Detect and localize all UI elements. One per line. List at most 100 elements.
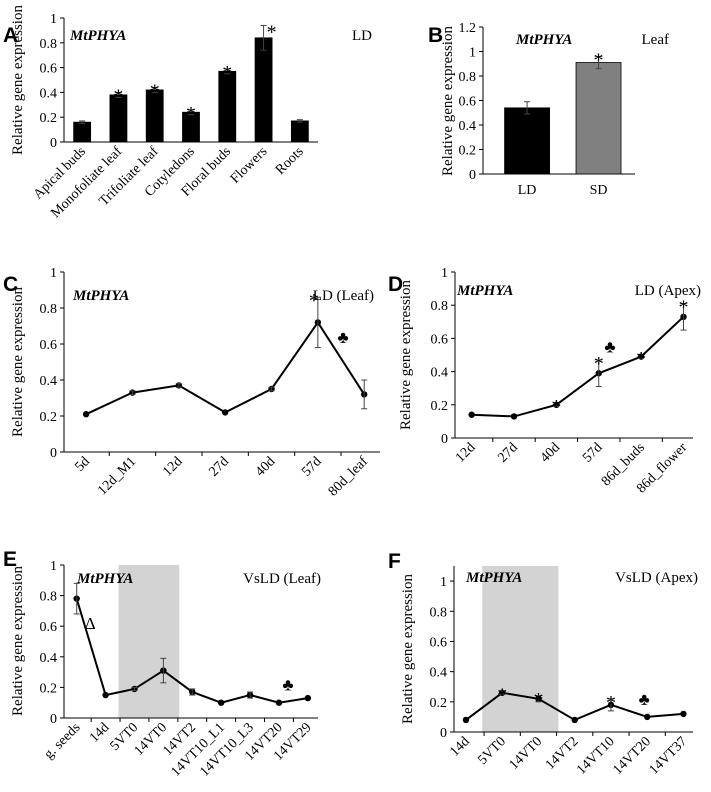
significance-star: * [551, 396, 561, 418]
y-tick-label: 0.4 [459, 119, 477, 134]
error-bar [129, 390, 136, 395]
error-bar [553, 402, 560, 407]
bar [290, 120, 309, 143]
error-bar [115, 91, 122, 98]
x-tick-label: 57d [580, 440, 605, 465]
panel-E: E 0 0.2 0.4 0.6 0.8 1 Relative gene expression M… [3, 548, 321, 780]
y-tick-label: 0.6 [40, 620, 58, 635]
panel-letter: F [388, 550, 401, 573]
data-point [643, 713, 651, 721]
data-point [217, 699, 225, 706]
panel-letter: E [3, 548, 17, 571]
x-tick-label: 27d [495, 440, 520, 465]
y-tick-label: 0.4 [40, 86, 58, 101]
condition-label: VsLD (Apex) [615, 570, 698, 586]
y-tick-label: 0.2 [431, 399, 449, 414]
x-tick-label: 14VT0 [507, 734, 546, 773]
significance-star: * [150, 80, 160, 102]
error-bar [314, 296, 321, 349]
y-tick-label: 0.8 [40, 37, 58, 52]
y-axis-label: Relative gene expression [10, 287, 26, 437]
y-tick-label: 1 [50, 559, 57, 574]
error-bar [247, 691, 254, 699]
significance-star: * [636, 348, 646, 370]
x-tick-label: 14VT10 [574, 734, 618, 778]
y-axis-label: Relative gene expression [10, 566, 26, 716]
y-tick-label: 0 [50, 712, 57, 727]
error-bar [79, 120, 86, 124]
y-tick-label: 0.4 [40, 651, 58, 666]
x-tick-label: 14d [447, 734, 472, 759]
club-marker: ♣ [604, 338, 615, 357]
y-tick-label: 1 [469, 46, 476, 61]
x-tick-label: 14VT37 [647, 734, 691, 778]
shaded-region [118, 565, 180, 718]
error-bar [131, 686, 138, 691]
significance-star: * [222, 62, 232, 84]
panel-D: D 0 0.2 0.4 0.6 0.8 1 Relative gene expression M… [388, 266, 701, 496]
y-tick-label: 0 [469, 168, 476, 183]
bar [504, 107, 550, 175]
y-axis-label: Relative gene expression [400, 574, 416, 724]
data-point [571, 716, 578, 724]
x-tick-label: SD [590, 183, 608, 198]
error-bar [175, 383, 182, 388]
data-point [462, 716, 470, 724]
panel-F: F 0 0.2 0.4 0.6 0.8 1 Relative gene expression M… [388, 550, 698, 778]
x-tick-label: 40d [538, 440, 563, 465]
condition-label: LD (Apex) [635, 283, 701, 299]
data-point [304, 694, 312, 702]
significance-star: * [113, 85, 123, 107]
y-tick-label: 0.6 [430, 635, 448, 650]
data-point [275, 699, 283, 706]
series-line [75, 598, 308, 704]
x-tick-label: 12d [453, 440, 478, 465]
panel-A: A 0 0.2 0.4 0.6 0.8 1 Relative gene expression M… [3, 5, 372, 222]
series-line [85, 320, 366, 416]
y-tick-label: 1.2 [459, 21, 477, 36]
gene-name: MtPHYA [515, 32, 572, 48]
y-tick-label: 0.6 [431, 332, 449, 347]
significance-star: * [309, 290, 319, 312]
x-tick-label: 27d [207, 454, 232, 479]
condition-label: LD [352, 28, 372, 44]
condition-label: LD (Leaf) [313, 288, 374, 304]
delta-marker: Δ [85, 614, 96, 633]
data-point [680, 710, 687, 718]
error-bar [189, 688, 196, 696]
panel-letter: C [3, 273, 18, 296]
error-bar [638, 354, 645, 359]
y-tick-label: 0.8 [40, 590, 58, 605]
x-tick-label: 57d [299, 454, 324, 479]
gene-name: MtPHYA [76, 571, 133, 587]
significance-star: * [678, 297, 688, 319]
error-bar [535, 695, 542, 703]
bar [73, 121, 92, 143]
y-tick-label: 0.6 [459, 95, 477, 110]
x-tick-label: 40d [253, 454, 278, 479]
x-tick-label: 12d [160, 454, 185, 479]
y-tick-label: 0.8 [459, 70, 477, 85]
panel-C: C 0 0.2 0.4 0.6 0.8 1 Relative gene expression M… [3, 266, 380, 499]
x-tick-label: 5VT0 [475, 734, 509, 768]
panel-letter: D [388, 273, 403, 296]
bar [254, 37, 273, 143]
y-axis-label: Relative gene expression [398, 280, 414, 430]
y-axis-label: Relative gene expression [10, 5, 26, 155]
series-line [471, 316, 685, 418]
y-tick-label: 0.2 [430, 696, 448, 711]
error-bar [595, 55, 602, 70]
significance-star: * [594, 49, 604, 71]
condition-label: VsLD (Leaf) [243, 571, 321, 587]
y-tick-label: 0.2 [40, 681, 58, 696]
y-tick-label: 1 [50, 12, 57, 27]
panel-letter: A [3, 24, 18, 47]
y-tick-label: 0.8 [431, 299, 449, 314]
x-tick-label: Flowers [228, 144, 271, 187]
x-tick-label: LD [518, 183, 537, 198]
y-tick-label: 0.8 [40, 302, 58, 317]
bar [575, 62, 622, 175]
club-marker: ♣ [639, 690, 650, 709]
